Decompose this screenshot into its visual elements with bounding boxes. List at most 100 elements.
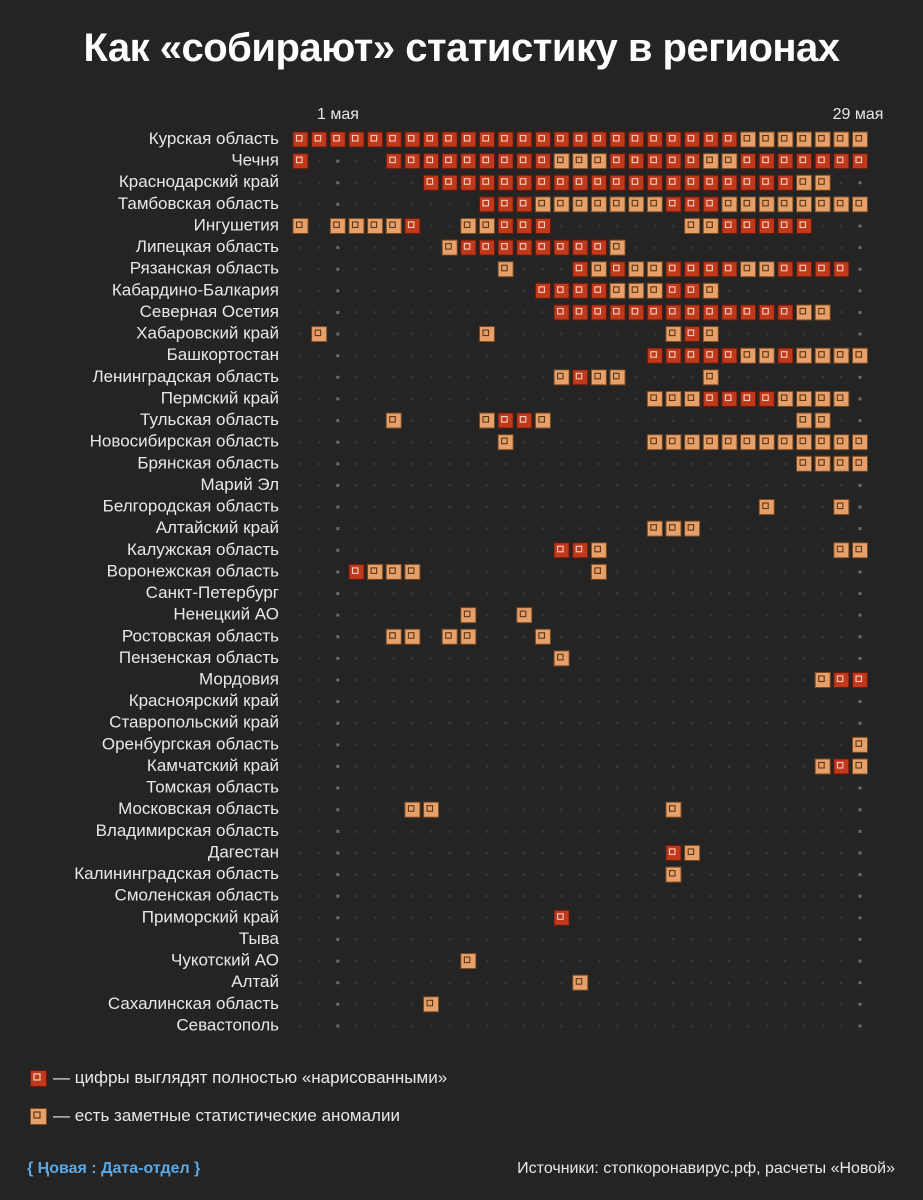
heatmap-empty-cell (783, 851, 787, 855)
heatmap-empty-cell (466, 483, 470, 487)
heatmap-empty-cell (672, 419, 675, 423)
heatmap-empty-cell (354, 159, 358, 163)
heatmap-empty-cell (504, 310, 508, 314)
heatmap-empty-cell (560, 981, 564, 985)
heatmap-empty-cell (373, 375, 377, 379)
heatmap-empty-cell (821, 375, 825, 379)
heatmap-empty-cell (466, 354, 470, 358)
heatmap-empty-cell (466, 700, 470, 704)
heatmap-cell-drawn (534, 282, 551, 299)
heatmap-empty-cell (709, 592, 713, 596)
heatmap-empty-cell (466, 267, 470, 271)
heatmap-cell-drawn (553, 174, 570, 191)
heatmap-empty-cell (672, 959, 675, 963)
heatmap-empty-cell (821, 332, 825, 336)
heatmap-empty-cell (299, 916, 302, 920)
heatmap-empty-cell (410, 678, 414, 682)
heatmap-empty-cell (858, 246, 862, 250)
heatmap-empty-cell (560, 808, 564, 812)
heatmap-empty-cell (354, 721, 358, 725)
heatmap-cell-anomaly (646, 434, 663, 451)
region-label: Ингушетия (194, 215, 279, 234)
heatmap-empty-cell (616, 592, 620, 596)
heatmap-cell-anomaly (609, 239, 626, 256)
heatmap-empty-cell (522, 375, 526, 379)
heatmap-empty-cell (522, 310, 526, 314)
heatmap-empty-cell (746, 1024, 750, 1028)
heatmap-empty-cell (653, 592, 657, 596)
heatmap-cell-anomaly (385, 563, 402, 580)
heatmap-empty-cell (653, 851, 657, 855)
heatmap-cell-drawn (497, 196, 514, 213)
heatmap-empty-cell (336, 721, 340, 725)
heatmap-cell-drawn (479, 196, 495, 213)
region-label: Пензенская область (119, 648, 279, 667)
heatmap-empty-cell (709, 700, 713, 704)
heatmap-empty-cell (839, 721, 843, 725)
heatmap-empty-cell (839, 786, 843, 790)
heatmap-empty-cell (354, 397, 358, 401)
heatmap-empty-cell (354, 656, 358, 660)
heatmap-empty-cell (672, 462, 675, 466)
heatmap-empty-cell (858, 267, 862, 271)
heatmap-empty-cell (672, 570, 675, 574)
heatmap-empty-cell (429, 527, 433, 531)
heatmap-cell-drawn (833, 153, 850, 170)
heatmap-cell-anomaly (404, 628, 421, 645)
heatmap-empty-cell (410, 354, 414, 358)
heatmap-empty-cell (727, 570, 731, 574)
heatmap-empty-cell (616, 462, 620, 466)
heatmap-empty-cell (410, 483, 414, 487)
heatmap-empty-cell (448, 981, 452, 985)
heatmap-cell-drawn (758, 217, 775, 234)
heatmap-empty-cell (448, 592, 452, 596)
heatmap-cell-anomaly (833, 542, 850, 559)
heatmap-empty-cell (354, 786, 358, 790)
heatmap-cell-anomaly (852, 736, 868, 753)
heatmap-empty-cell (634, 1024, 638, 1028)
heatmap-empty-cell (858, 310, 862, 314)
heatmap-cell-drawn (572, 261, 589, 278)
heatmap-empty-cell (839, 808, 843, 812)
heatmap-empty-cell (410, 527, 414, 531)
heatmap-cell-drawn (497, 131, 514, 148)
heatmap-empty-cell (299, 462, 302, 466)
heatmap-cell-anomaly (852, 542, 868, 559)
heatmap-empty-cell (858, 851, 862, 855)
heatmap-empty-cell (410, 764, 414, 768)
heatmap-empty-cell (299, 332, 302, 336)
heatmap-empty-cell (653, 981, 657, 985)
heatmap-empty-cell (466, 743, 470, 747)
heatmap-empty-cell (616, 916, 620, 920)
heatmap-empty-cell (410, 289, 414, 293)
heatmap-cell-drawn (590, 174, 607, 191)
heatmap-empty-cell (746, 419, 750, 423)
heatmap-empty-cell (839, 937, 843, 941)
heatmap-empty-cell (504, 786, 508, 790)
heatmap-empty-cell (634, 548, 638, 552)
heatmap-cell-drawn (665, 282, 682, 299)
heatmap-cell-drawn (852, 672, 868, 688)
heatmap-empty-cell (354, 635, 358, 639)
heatmap-empty-cell (541, 375, 545, 379)
heatmap-empty-cell (429, 289, 433, 293)
heatmap-empty-cell (392, 613, 396, 617)
heatmap-empty-cell (299, 375, 302, 379)
heatmap-cell-drawn (572, 282, 589, 299)
heatmap-empty-cell (429, 678, 433, 682)
heatmap-empty-cell (299, 873, 302, 877)
region-label: Марий Эл (200, 475, 279, 494)
heatmap-empty-cell (765, 829, 769, 833)
heatmap-empty-cell (373, 527, 377, 531)
heatmap-empty-cell (299, 289, 302, 293)
heatmap-empty-cell (317, 570, 321, 574)
heatmap-empty-cell (560, 397, 564, 401)
heatmap-empty-cell (783, 743, 787, 747)
heatmap-cell-anomaly (833, 499, 850, 516)
heatmap-empty-cell (746, 375, 750, 379)
heatmap-cell-drawn (534, 217, 551, 234)
heatmap-empty-cell (765, 700, 769, 704)
heatmap-empty-cell (634, 959, 638, 963)
heatmap-empty-cell (392, 310, 396, 314)
heatmap-empty-cell (336, 181, 340, 185)
